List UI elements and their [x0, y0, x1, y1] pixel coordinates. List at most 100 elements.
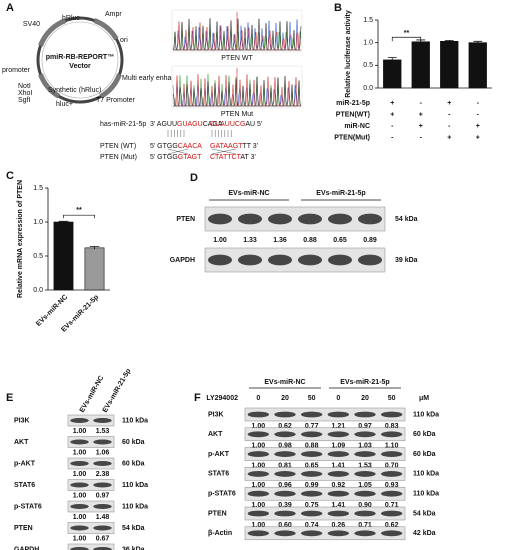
band-ratio: 0.26 — [332, 522, 346, 529]
condition-label: PTEN(WT) — [336, 111, 370, 118]
blot-band — [247, 470, 269, 477]
band-ratio: 1.00 — [252, 482, 266, 489]
protein-size: 110 kDa — [413, 411, 439, 418]
sequence-label: has-miR-21-5p — [100, 121, 146, 128]
blot-band — [327, 490, 350, 497]
protein-name: p-STAT6 — [208, 491, 236, 498]
dose: 20 — [281, 395, 289, 402]
blot-band — [381, 470, 403, 477]
band-ratio: 0.74 — [305, 522, 319, 529]
band-ratio: 0.83 — [385, 423, 399, 430]
plasmid-feature: NotI — [18, 83, 31, 90]
sequence-segment: GTAGT — [178, 154, 202, 161]
blot-band — [247, 510, 269, 517]
protein-size: 60 kDa — [122, 439, 145, 446]
band-ratio: 0.65 — [333, 237, 347, 244]
sequence-segment: AT 3' — [240, 154, 255, 161]
plasmid-ring — [36, 16, 124, 104]
blot-band — [70, 504, 89, 509]
blot-strip — [244, 427, 406, 442]
plasmid-arc — [93, 18, 119, 41]
protein-name: PTEN — [208, 510, 227, 517]
blot-band — [328, 254, 352, 266]
bar — [440, 41, 459, 89]
band-ratio: 1.53 — [96, 428, 110, 435]
blot-band — [247, 530, 269, 537]
condition-sign: + — [476, 123, 480, 130]
blot-band — [93, 482, 112, 488]
significance-bracket — [63, 214, 95, 219]
condition-label: PTEN(Mut) — [334, 134, 370, 141]
blot-band — [327, 510, 350, 517]
protein-size: 110 kDa — [122, 503, 148, 510]
group-label: EVs-miR-21-5p — [316, 190, 365, 197]
band-ratio: 0.60 — [278, 522, 292, 529]
blot-strip — [244, 407, 406, 422]
band-ratio: 0.62 — [278, 423, 292, 430]
band-ratio: 1.33 — [243, 237, 257, 244]
blot-band — [274, 431, 296, 438]
dose: 50 — [308, 395, 316, 402]
panel-label: D — [190, 172, 198, 184]
band-ratio: 0.70 — [385, 462, 399, 469]
band-ratio: 0.71 — [385, 502, 399, 509]
blot-band — [354, 411, 376, 418]
x-tick-label: EVs-miR-NC — [35, 294, 69, 328]
band-ratio: 0.88 — [303, 237, 317, 244]
condition-label: miR-NC — [344, 123, 370, 130]
cross-line — [211, 148, 237, 155]
blot-band — [70, 418, 89, 423]
sequence: 5' GTGGCAACA — [150, 143, 202, 150]
plasmid-inner — [41, 21, 119, 99]
blot-band — [274, 490, 296, 497]
panel-label: B — [334, 2, 342, 14]
condition-sign: - — [391, 123, 394, 130]
error-bar — [473, 40, 483, 45]
protein-name: STAT6 — [208, 471, 229, 478]
condition-sign: - — [420, 100, 423, 107]
condition-sign: - — [477, 111, 480, 118]
blot-band — [274, 470, 296, 477]
error-bar — [444, 40, 454, 43]
sequence-segment: 5' GTGG — [150, 154, 178, 161]
condition-sign: - — [477, 100, 480, 107]
blot-band — [354, 510, 376, 517]
band-ratio: 1.00 — [252, 423, 266, 430]
band-ratio: 1.00 — [73, 428, 87, 435]
band-ratio: 0.98 — [278, 443, 292, 450]
band-ratio: 0.93 — [385, 482, 399, 489]
protein-name: GAPDH — [14, 546, 39, 550]
blot-band — [301, 451, 323, 458]
protein-name: p-AKT — [14, 460, 36, 467]
protein-size: 36 kDa — [122, 546, 145, 550]
protein-size: 110 kDa — [413, 491, 439, 498]
chromatogram-label: PTEN Mut — [221, 111, 253, 118]
dose: 20 — [361, 395, 369, 402]
sequence-segment: CAGA — [203, 121, 223, 128]
y-tick-label: 1.5 — [33, 185, 43, 192]
blot-band — [381, 510, 403, 517]
protein-size: 54 kDa — [395, 216, 418, 223]
blot-band — [358, 254, 382, 266]
blot-band — [358, 213, 382, 225]
blot-band — [70, 439, 89, 445]
protein-size: 110 kDa — [122, 482, 148, 489]
blot-band — [301, 510, 323, 517]
protein-size: 110 kDa — [413, 471, 439, 478]
protein-size: 54 kDa — [122, 525, 145, 532]
blot-band — [274, 530, 296, 537]
condition-sign: + — [476, 134, 480, 141]
blot-band — [327, 411, 350, 418]
sequence-segment: GUAGU — [177, 121, 203, 128]
blot-band — [327, 470, 350, 477]
blot-band — [274, 411, 296, 418]
bar — [411, 41, 430, 89]
blot-strip — [244, 526, 406, 541]
blot-strip — [67, 457, 115, 470]
blot-band — [298, 213, 322, 225]
protein-name: STAT6 — [14, 482, 35, 489]
band-ratio: 0.62 — [385, 522, 399, 529]
protein-name: β-Actin — [208, 530, 232, 537]
band-ratio: 1.00 — [73, 471, 87, 478]
dose: 50 — [388, 395, 396, 402]
